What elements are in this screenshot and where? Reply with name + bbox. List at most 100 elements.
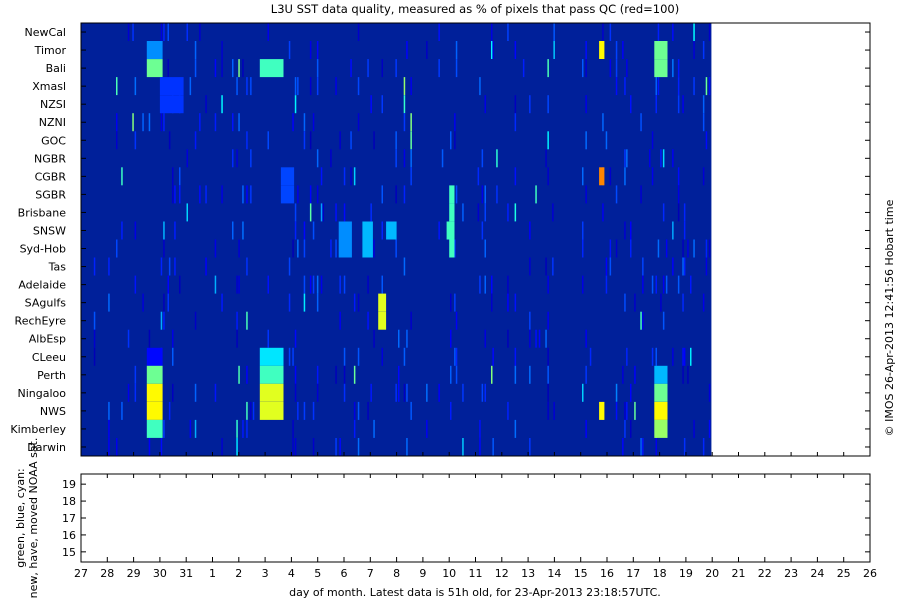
heatmap-streak [410, 311, 412, 330]
heatmap-streak [662, 203, 665, 222]
heatmap-streak [350, 59, 352, 78]
heatmap-streak [221, 438, 223, 456]
heatmap-streak [655, 77, 657, 96]
heatmap-streak [403, 185, 406, 204]
heatmap-streak [395, 59, 397, 78]
xtick-label: 25 [837, 567, 851, 580]
heatmap-streak [148, 329, 151, 348]
heatmap-streak [582, 275, 584, 294]
heatmap-streak [236, 329, 238, 348]
heatmap-streak [651, 347, 654, 366]
xtick-label: 15 [574, 567, 588, 580]
heatmap-streak [626, 149, 628, 168]
region-label: SGBR [35, 188, 66, 201]
heatmap-streak [547, 365, 549, 384]
heatmap-streak [552, 257, 554, 276]
heatmap-streak [624, 293, 626, 312]
heatmap-streak [108, 293, 110, 312]
heatmap-streak [702, 438, 705, 456]
heatmap-streak [232, 221, 234, 240]
heatmap-streak [535, 185, 537, 204]
heatmap-streak [545, 257, 547, 276]
heatmap-streak [186, 23, 188, 41]
heatmap-streak [672, 257, 674, 276]
heatmap-streak [316, 185, 319, 204]
heatmap-streak [484, 95, 486, 114]
heatmap-streak [303, 275, 306, 294]
heatmap-streak [682, 293, 684, 312]
heatmap-streak [683, 347, 686, 366]
heatmap-streak [194, 419, 197, 438]
xtick-label: 13 [521, 567, 535, 580]
heatmap-streak [547, 275, 549, 294]
heatmap-streak [370, 383, 372, 402]
heatmap-streak [121, 221, 123, 240]
heatmap-streak [309, 203, 312, 222]
heatmap-streak [288, 257, 291, 276]
heatmap-streak [163, 239, 165, 258]
heatmap-streak [316, 275, 319, 294]
heatmap-streak [438, 23, 440, 41]
heatmap-streak [330, 239, 332, 258]
heatmap-streak [395, 131, 397, 150]
heatmap-streak [189, 419, 192, 438]
heatmap-streak [479, 419, 481, 438]
heatmap-streak [479, 438, 481, 456]
heatmap-streak [214, 113, 217, 132]
heatmap-streak [395, 149, 397, 168]
heatmap-feature-sgbr [280, 185, 295, 204]
heatmap-streak [93, 257, 96, 276]
heatmap-streak [665, 275, 668, 294]
heatmap-streak [454, 293, 456, 312]
heatmap-streak [708, 419, 711, 438]
heatmap-streak [339, 311, 341, 330]
heatmap-streak [367, 401, 369, 420]
heatmap-streak [288, 41, 291, 59]
xtick-label: 31 [179, 567, 193, 580]
heatmap-streak [624, 221, 626, 240]
heatmap-streak [205, 257, 207, 276]
heatmap-streak [121, 401, 123, 420]
heatmap-streak [602, 203, 604, 222]
heatmap-streak [93, 347, 96, 366]
heatmap-streak [529, 438, 531, 456]
heatmap-feature-bali [654, 59, 668, 78]
heatmap-streak [172, 383, 174, 402]
heatmap-streak [496, 149, 498, 168]
heatmap-streak [609, 59, 612, 78]
heatmap-feature-cgbr [280, 167, 295, 186]
heatmap-streak [609, 23, 612, 41]
heatmap-streak [127, 23, 130, 41]
heatmap-streak [381, 347, 383, 366]
heatmap-streak [507, 203, 509, 222]
heatmap-streak [693, 23, 695, 41]
heatmap-streak [316, 77, 319, 96]
heatmap-streak [320, 167, 323, 186]
heatmap-feature-snsw [386, 221, 397, 240]
heatmap-streak [246, 77, 248, 96]
heatmap-streak [214, 275, 217, 294]
heatmap-streak [303, 113, 306, 132]
heatmap-streak [205, 95, 207, 114]
heatmap-streak [630, 239, 632, 258]
heatmap-streak [682, 347, 684, 366]
heatmap-streak [221, 185, 223, 204]
region-label: CGBR [35, 170, 67, 183]
heatmap-streak [242, 185, 244, 204]
heatmap-streak [662, 275, 665, 294]
heatmap-streak [403, 77, 406, 96]
heatmap-streak [450, 401, 452, 420]
heatmap-streak [199, 185, 201, 204]
heatmap-streak [370, 95, 372, 114]
heatmap-streak [297, 401, 299, 420]
heatmap-streak [163, 293, 165, 312]
heatmap-feature-sgbr [449, 185, 455, 204]
heatmap-streak [335, 239, 337, 258]
heatmap-streak [492, 347, 494, 366]
heatmap-streak [309, 41, 312, 59]
heatmap-feature-ningaloo [259, 383, 284, 402]
heatmap-streak [677, 95, 680, 114]
heatmap-streak [491, 275, 493, 294]
heatmap-streak [455, 185, 458, 204]
heatmap-streak [186, 203, 188, 222]
